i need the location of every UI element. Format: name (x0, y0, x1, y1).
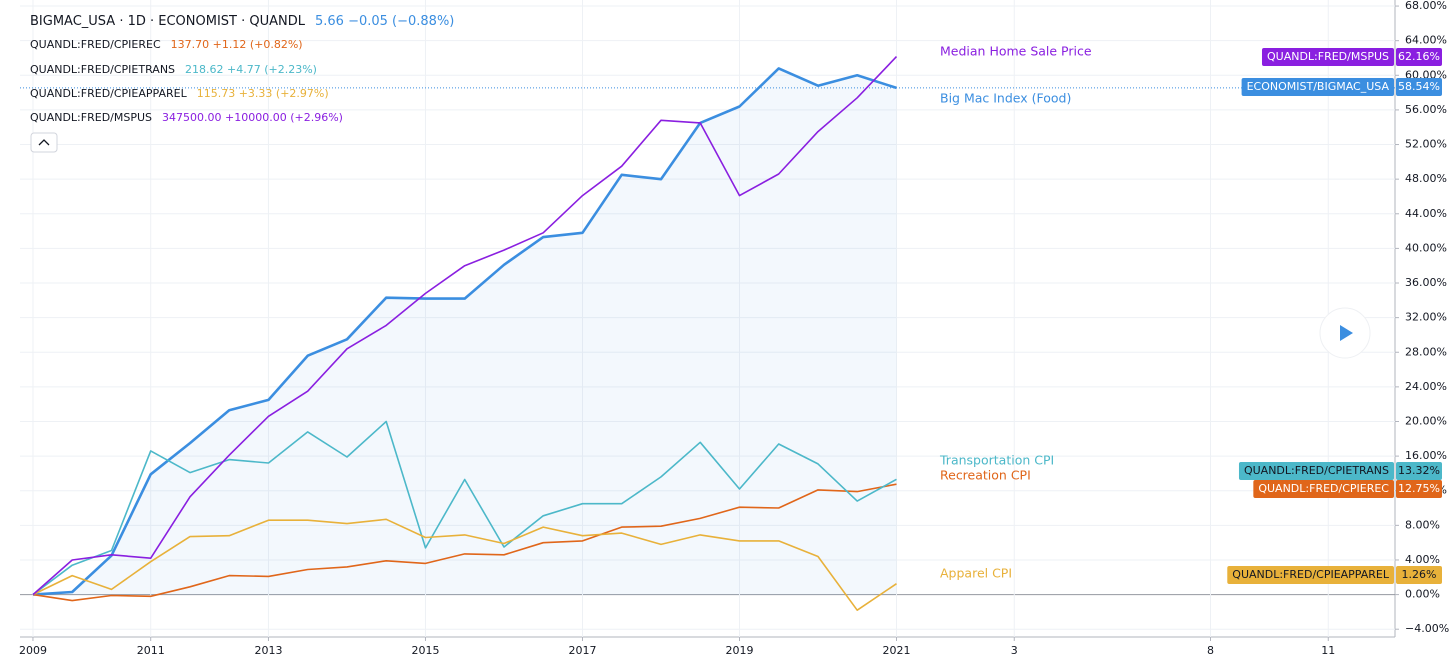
price-tag-value: 12.75% (1398, 482, 1440, 495)
collapse-button[interactable] (30, 132, 58, 153)
legend-quote: 218.62 +4.77 (+2.23%) (185, 63, 317, 76)
y-tick-label: 4.00% (1405, 553, 1440, 566)
series-annotation: Median Home Sale Price (940, 44, 1092, 59)
series-line (32, 67, 897, 596)
series-line (32, 483, 897, 602)
legend-quote: 137.70 +1.12 (+0.82%) (171, 38, 303, 51)
series-line (32, 420, 897, 596)
series-annotation: Big Mac Index (Food) (940, 91, 1071, 106)
x-tick-label: 2019 (725, 644, 753, 657)
header-quote: 5.66 −0.05 (−0.88%) (315, 14, 454, 29)
x-tick-label: 2013 (254, 644, 282, 657)
series-annotation: Apparel CPI (940, 566, 1012, 581)
x-tick-label: 2011 (137, 644, 165, 657)
y-tick-label: 28.00% (1405, 345, 1447, 358)
price-tag-box (1396, 48, 1442, 66)
legend-symbol: QUANDL:FRED/CPIEAPPAREL (30, 87, 188, 100)
price-tag-value: 13.32% (1398, 464, 1440, 477)
y-tick-label: 64.00% (1405, 34, 1447, 47)
y-tick-label: 52.00% (1405, 138, 1447, 151)
y-tick-label: −4.00% (1405, 622, 1449, 635)
series-annotation: Recreation CPI (940, 468, 1031, 483)
price-tag-name: QUANDL:FRED/MSPUS (1267, 50, 1389, 63)
x-tick-label: 11 (1321, 644, 1335, 657)
legend-symbol: QUANDL:FRED/CPIETRANS (30, 63, 175, 76)
series-line (32, 518, 897, 611)
legend-entry: QUANDL:FRED/CPIETRANS 218.62 +4.77 (+2.23… (30, 63, 317, 76)
collapse-icon (38, 139, 50, 146)
price-tag-value: 62.16% (1398, 50, 1440, 63)
y-tick-label: 36.00% (1405, 276, 1447, 289)
price-tag-name: QUANDL:FRED/CPIEAPPAREL (1232, 568, 1390, 581)
y-tick-label: 40.00% (1405, 241, 1447, 254)
x-tick-label: 2021 (882, 644, 910, 657)
price-tag-box (1396, 462, 1442, 480)
y-tick-label: 0.00% (1405, 588, 1440, 601)
y-tick-label: 48.00% (1405, 172, 1447, 185)
price-tag-name-box (1253, 480, 1394, 498)
legend-quote: 347500.00 +10000.00 (+2.96%) (162, 111, 343, 124)
y-tick-label: 20.00% (1405, 414, 1447, 427)
x-tick-label: 3 (1011, 644, 1018, 657)
y-tick-label: 44.00% (1405, 207, 1447, 220)
price-tag-name: QUANDL:FRED/CPIETRANS (1244, 464, 1389, 477)
y-tick-label: 68.00% (1405, 0, 1447, 12)
price-tag-name: QUANDL:FRED/CPIEREC (1258, 482, 1389, 495)
legend-entry: QUANDL:FRED/MSPUS 347500.00 +10000.00 (+2… (30, 111, 343, 124)
y-tick-label: 16.00% (1405, 449, 1447, 462)
x-tick-label: 8 (1207, 644, 1214, 657)
x-tick-label: 2015 (411, 644, 439, 657)
price-tag-name-box (1241, 78, 1394, 96)
title: BIGMAC_USA · 1D · ECONOMIST · QUANDL (30, 14, 306, 29)
chart-title: BIGMAC_USA · 1D · ECONOMIST · QUANDL 5.66… (30, 14, 454, 29)
legend-symbol: QUANDL:FRED/CPIEREC (30, 38, 161, 51)
area (32, 68, 897, 595)
price-tag-box (1396, 566, 1442, 584)
y-tick-label: 24.00% (1405, 380, 1447, 393)
x-tick-label: 2009 (19, 644, 47, 657)
price-tag-name-box (1227, 566, 1394, 584)
legend-entry: QUANDL:FRED/CPIEAPPAREL 115.73 +3.33 (+2.… (30, 87, 329, 100)
y-tick-label: 8.00% (1405, 518, 1440, 531)
price-tag-box (1396, 78, 1442, 96)
play-icon (1340, 325, 1353, 341)
price-tag-value: 1.26% (1402, 568, 1437, 581)
series-annotation: Transportation CPI (939, 453, 1054, 468)
price-tag-box (1396, 480, 1442, 498)
y-tick-label: 56.00% (1405, 103, 1447, 116)
price-tag-name: ECONOMIST/BIGMAC_USA (1247, 80, 1390, 93)
legend-quote: 115.73 +3.33 (+2.97%) (197, 87, 329, 100)
y-tick-label: 32.00% (1405, 311, 1447, 324)
price-tag-name-box (1238, 462, 1394, 480)
series-line (32, 56, 898, 596)
x-tick-label: 2017 (568, 644, 596, 657)
legend-entry: QUANDL:FRED/CPIEREC 137.70 +1.12 (+0.82%) (30, 38, 303, 51)
price-tag-name-box (1261, 48, 1394, 66)
legend-symbol: QUANDL:FRED/MSPUS (30, 111, 152, 124)
price-tag-value: 58.54% (1398, 80, 1440, 93)
